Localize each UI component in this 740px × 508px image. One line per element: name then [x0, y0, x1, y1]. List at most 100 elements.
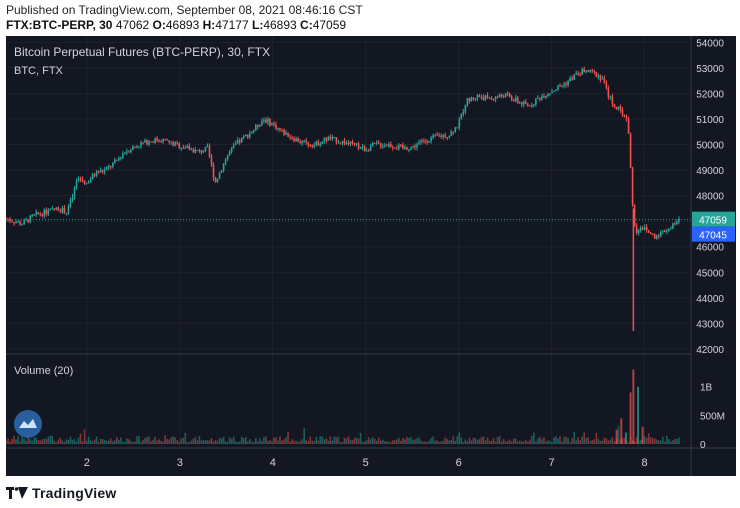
volume-bar [514, 438, 517, 444]
published-text: Published on TradingView.com, September … [6, 3, 363, 17]
candle-body [248, 133, 251, 138]
candle-body [259, 125, 261, 127]
candle-body [148, 141, 150, 145]
candle-body [367, 150, 370, 152]
volume-bar [339, 442, 342, 444]
volume-bar [464, 439, 467, 444]
x-tick-label-2: 4 [270, 457, 276, 469]
volume-axis[interactable]: 0 500M 1B [700, 383, 725, 451]
volume-bar [575, 440, 577, 444]
candle-body [21, 224, 23, 226]
volume-bar [385, 441, 388, 444]
candle-body [430, 137, 432, 142]
candle-body [623, 115, 626, 118]
candle-body [396, 148, 398, 150]
close-value: 47059 [312, 18, 347, 32]
candle-body [55, 207, 58, 210]
candle-body [182, 147, 185, 149]
price-chart[interactable]: 4200043000440004500046000470004800049000… [6, 36, 736, 476]
volume-bar [136, 436, 138, 444]
candle-body [267, 118, 269, 123]
volume-bar [500, 441, 503, 444]
volume-bar [81, 441, 84, 444]
candle-body [31, 215, 33, 217]
candle-body [492, 98, 495, 100]
candle-body [482, 97, 485, 100]
volume-bar [633, 441, 636, 444]
candle-body [279, 128, 281, 130]
volume-bar [122, 441, 124, 444]
volume-bar [609, 439, 612, 444]
volume-tick-label-0: 0 [700, 440, 706, 451]
tradingview-logo-button[interactable] [14, 410, 42, 438]
candle-body [202, 151, 205, 153]
candle-body [418, 142, 420, 145]
candle-body [130, 149, 132, 153]
candle-body [609, 96, 612, 98]
volume-bar [176, 440, 179, 444]
volume-bar [89, 440, 92, 444]
candle-body [664, 230, 666, 232]
time-axis[interactable]: 2 3 4 5 6 7 8 [84, 457, 648, 469]
candle-body [176, 142, 179, 144]
volume-bar [611, 437, 614, 444]
volume-bar [103, 439, 106, 444]
volume-bar [154, 436, 156, 444]
volume-bar [158, 439, 160, 444]
volume-bar [369, 439, 372, 444]
candle-body [428, 141, 430, 143]
candle-body [15, 222, 17, 224]
logo-circle [14, 410, 42, 438]
volume-bar [206, 440, 209, 444]
candle-body [369, 146, 372, 151]
candle-body [655, 235, 658, 239]
candle-body [194, 150, 197, 153]
candle-body [200, 150, 203, 153]
last-price-label: 47059 [699, 216, 727, 227]
candle-body [351, 141, 354, 144]
volume-bar [305, 440, 307, 444]
volume-bar [613, 441, 616, 444]
candle-body [400, 144, 402, 146]
volume-bar [198, 436, 201, 444]
candle-body [81, 179, 84, 181]
candle-body [379, 143, 382, 147]
candle-body [107, 166, 110, 168]
volume-bar [93, 439, 96, 444]
candle-body [178, 143, 181, 148]
candle-body [490, 98, 493, 100]
chart-container[interactable]: 4200043000440004500046000470004800049000… [6, 36, 736, 476]
volume-bar [394, 440, 396, 444]
candle-body [198, 150, 201, 152]
candle-body [559, 85, 561, 87]
volume-bar [678, 437, 680, 444]
candle-body [375, 142, 378, 144]
candle-body [59, 210, 62, 212]
volume-bar [545, 441, 547, 444]
volume-bar [396, 439, 398, 444]
volume-bar [236, 441, 239, 444]
volume-bar [33, 437, 36, 444]
volume-bar [383, 441, 386, 444]
candle-body [144, 140, 146, 143]
volume-bar [15, 439, 17, 444]
candle-body [520, 102, 523, 105]
candle-body [359, 147, 362, 149]
volume-bar [271, 441, 273, 444]
candle-body [240, 137, 243, 143]
volume-bar [23, 438, 25, 444]
candle-body [113, 159, 116, 163]
candle-body [474, 98, 477, 100]
volume-bar [595, 432, 598, 444]
candle-body [392, 146, 394, 148]
candle-body [647, 230, 650, 233]
volume-bar [313, 441, 316, 444]
candle-body [347, 142, 350, 145]
candle-body [186, 146, 189, 149]
volume-bar [186, 442, 189, 444]
volume-bar [404, 439, 406, 444]
candle-body [105, 167, 108, 170]
candle-body [111, 162, 114, 167]
volume-bar [162, 441, 164, 444]
volume-bar [168, 439, 170, 444]
